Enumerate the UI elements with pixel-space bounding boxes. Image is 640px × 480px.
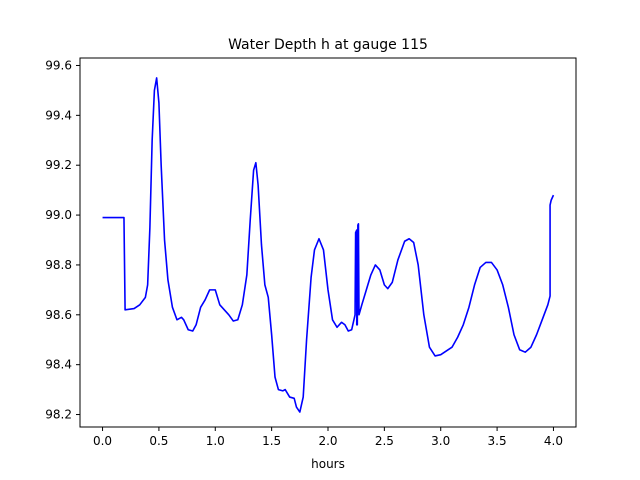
x-tick-label: 2.0 bbox=[318, 434, 337, 448]
y-tick-label: 99.2 bbox=[45, 158, 72, 172]
x-tick-label: 2.5 bbox=[375, 434, 394, 448]
axis-ticks: 0.0 0.5 1.0 1.5 2.0 2.5 3.0 3.5 4.0 98.2 98.4 98.6 9… bbox=[45, 58, 563, 448]
y-tick-label: 98.2 bbox=[45, 408, 72, 422]
x-tick-label: 3.5 bbox=[488, 434, 507, 448]
x-tick-label: 1.0 bbox=[206, 434, 225, 448]
y-tick-label: 99.4 bbox=[45, 108, 72, 122]
x-axis-label: hours bbox=[311, 457, 345, 471]
series-line bbox=[102, 77, 555, 413]
y-tick-label: 98.8 bbox=[45, 258, 72, 272]
chart-title: Water Depth h at gauge 115 bbox=[228, 37, 428, 53]
y-tick-label: 98.4 bbox=[45, 358, 72, 372]
x-tick-label: 1.5 bbox=[262, 434, 281, 448]
x-tick-label: 0.0 bbox=[93, 434, 112, 448]
x-tick-label: 0.5 bbox=[149, 434, 168, 448]
y-tick-label: 99.0 bbox=[45, 208, 72, 222]
x-tick-label: 4.0 bbox=[544, 434, 563, 448]
y-tick-label: 98.6 bbox=[45, 308, 72, 322]
y-tick-label: 99.6 bbox=[45, 58, 72, 72]
axes-frame bbox=[79, 57, 577, 428]
plot-area bbox=[102, 77, 555, 413]
x-tick-label: 3.0 bbox=[431, 434, 450, 448]
